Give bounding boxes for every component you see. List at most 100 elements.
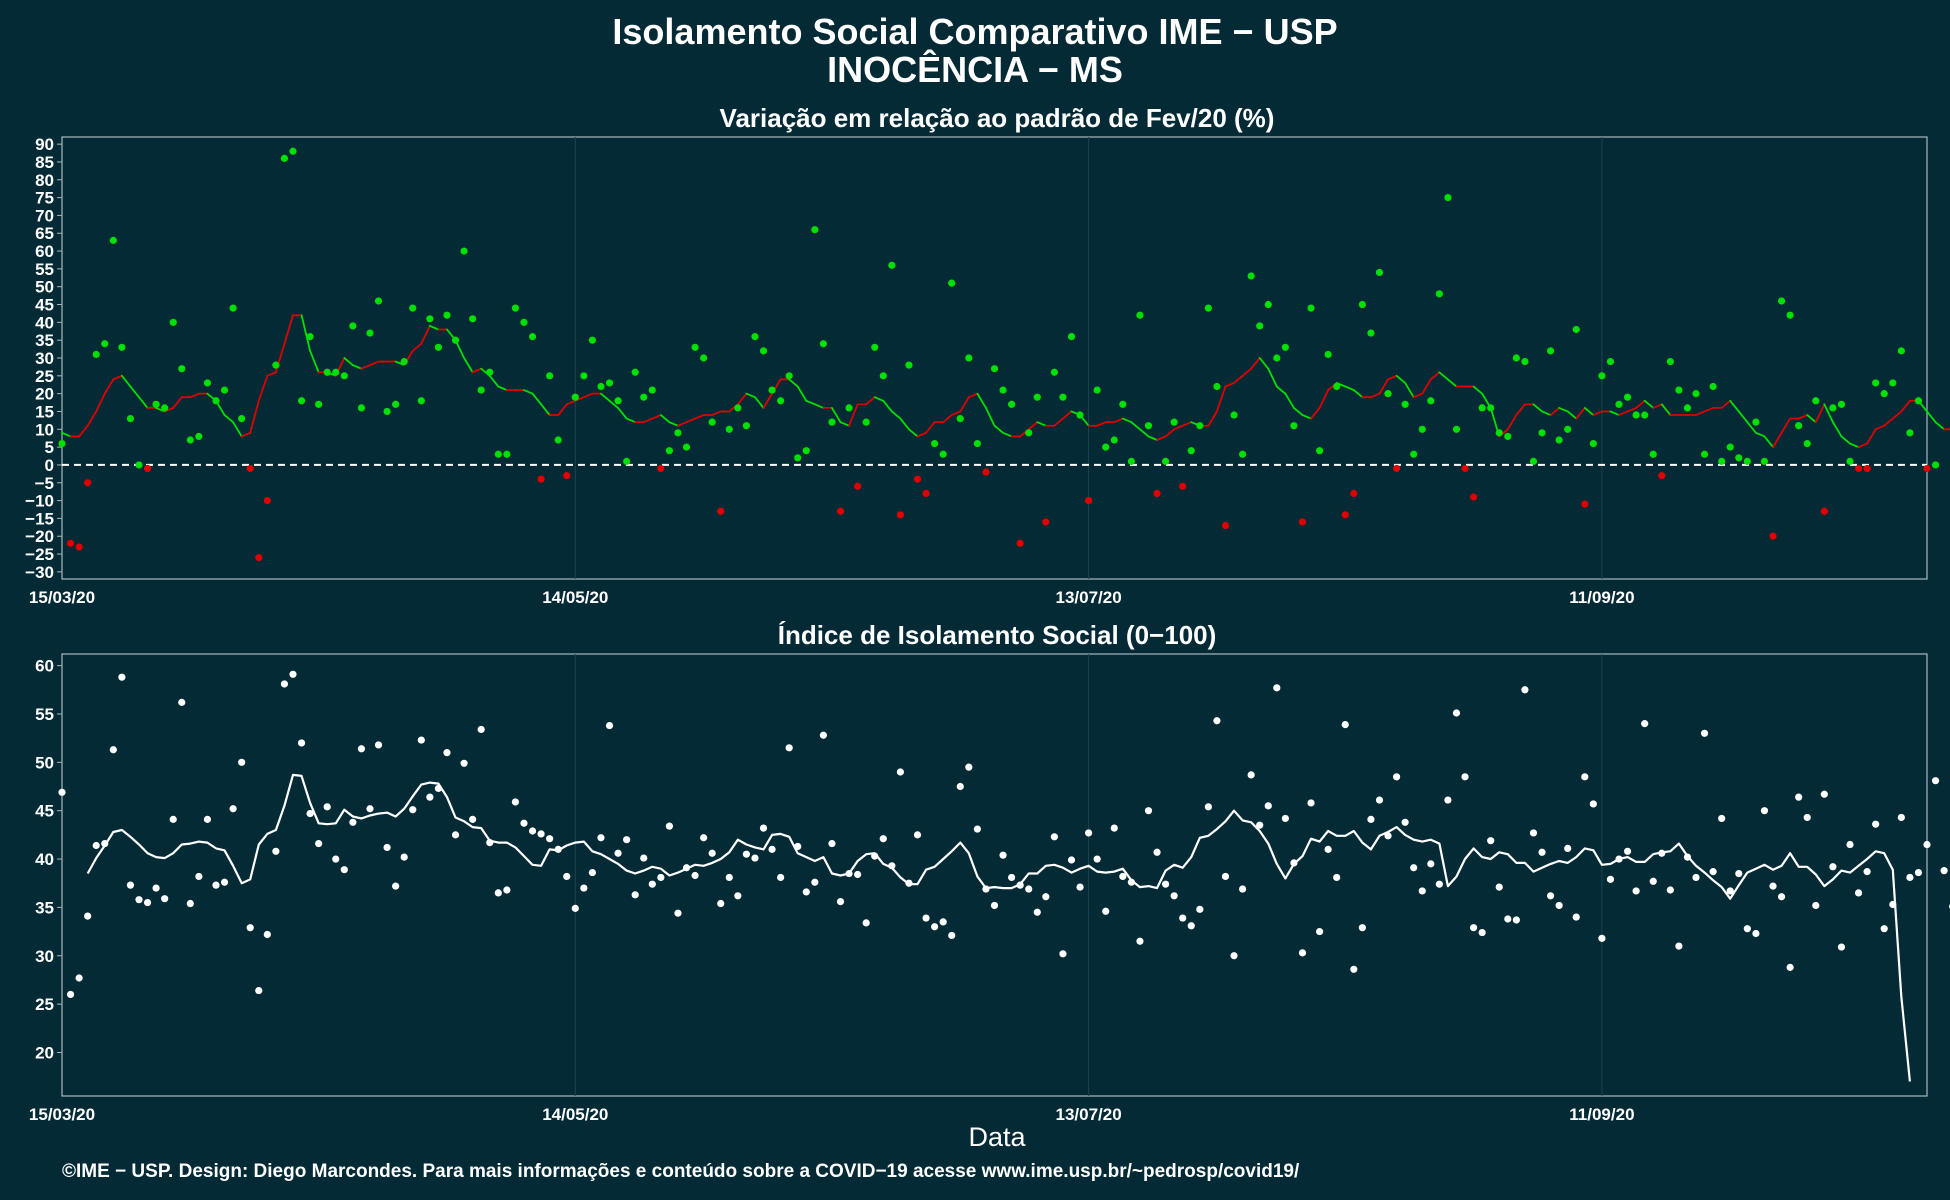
variation-data-point [289, 147, 297, 155]
index-data-point [1931, 777, 1940, 785]
variation-y-tick-label: 0 [45, 456, 54, 475]
variation-data-point [665, 447, 674, 455]
variation-data-point [1162, 457, 1170, 465]
variation-data-point [1752, 418, 1760, 426]
variation-moving-average-segment [1275, 385, 1287, 395]
variation-moving-average-segment [1506, 414, 1518, 431]
variation-data-point [1512, 354, 1520, 362]
variation-data-point [605, 379, 614, 387]
variation-data-point [1786, 311, 1794, 319]
index-data-point [657, 873, 665, 882]
variation-data-point [1897, 347, 1905, 355]
index-data-point [1085, 829, 1093, 837]
variation-moving-average-segment [831, 407, 842, 424]
variation-data-point [1709, 382, 1717, 391]
variation-data-point [212, 397, 220, 405]
index-data-point [1658, 849, 1666, 857]
variation-x-tick-label: 14/05/20 [542, 588, 608, 607]
variation-data-point [896, 511, 904, 519]
variation-data-point [126, 414, 135, 423]
index-data-point [323, 803, 331, 811]
index-data-point [238, 758, 246, 766]
index-x-tick-label: 14/05/20 [542, 1105, 608, 1124]
variation-data-point [1264, 300, 1272, 309]
variation-data-point [691, 343, 699, 351]
index-data-point [674, 909, 682, 917]
index-data-point [1033, 908, 1041, 916]
variation-moving-average-segment [1293, 407, 1304, 416]
index-data-point [742, 850, 751, 858]
variation-moving-average-segment [1027, 421, 1039, 431]
variation-data-point [725, 425, 733, 433]
variation-data-point [1008, 400, 1016, 408]
variation-data-point [1846, 457, 1854, 465]
variation-data-point [443, 311, 451, 319]
index-data-point [1812, 901, 1820, 910]
index-data-point [1273, 684, 1281, 692]
variation-data-point [1760, 457, 1769, 465]
variation-moving-average-segment [1139, 428, 1150, 438]
index-data-point [1923, 840, 1931, 849]
index-data-point [1256, 821, 1264, 829]
index-data-point [1401, 818, 1409, 826]
index-data-point [580, 884, 588, 892]
variation-data-point [682, 443, 691, 451]
index-data-point [520, 819, 528, 827]
index-data-point [1008, 873, 1016, 882]
variation-moving-average-segment [257, 374, 269, 402]
index-data-point [588, 868, 597, 877]
variation-data-point [92, 350, 100, 359]
index-y-tick-label: 35 [35, 898, 54, 917]
index-data-point [1606, 875, 1615, 883]
variation-moving-average-segment [976, 392, 987, 409]
variation-moving-average-segment [865, 396, 876, 406]
variation-moving-average-segment [1797, 414, 1809, 420]
variation-data-point [460, 247, 468, 255]
variation-moving-average-segment [959, 396, 970, 413]
variation-moving-average-segment [1532, 403, 1543, 413]
index-data-point [1410, 864, 1418, 872]
variation-data-point [1307, 304, 1315, 312]
index-data-point [1555, 901, 1563, 910]
variation-moving-average-segment [642, 417, 654, 424]
variation-x-tick-label: 13/07/20 [1056, 588, 1122, 607]
variation-data-point [1410, 450, 1418, 458]
variation-moving-average-segment [1147, 435, 1158, 441]
index-data-point [948, 931, 956, 940]
index-data-point [503, 886, 511, 894]
index-data-point [1367, 815, 1375, 823]
index-data-point [272, 847, 280, 855]
index-data-point [888, 862, 896, 870]
index-data-point [374, 741, 383, 749]
index-data-point [1307, 799, 1315, 807]
variation-moving-average-segment [925, 421, 936, 434]
index-data-point [101, 839, 109, 848]
index-data-point [1709, 868, 1717, 876]
variation-y-tick-label: 30 [35, 349, 54, 368]
variation-y-tick-label: 25 [35, 367, 54, 386]
variation-data-point [1110, 436, 1118, 444]
index-data-point [1837, 943, 1846, 951]
variation-moving-average-segment [1652, 403, 1663, 409]
index-y-tick-label: 55 [35, 705, 54, 724]
variation-moving-average-segment [1643, 399, 1655, 409]
index-data-point [1546, 892, 1555, 900]
index-data-point [665, 822, 674, 830]
variation-data-point [109, 236, 117, 244]
index-data-point [1726, 887, 1734, 895]
index-data-point [178, 698, 186, 706]
variation-moving-average-segment [668, 421, 679, 427]
variation-data-point [178, 365, 186, 373]
variation-data-point [323, 368, 331, 376]
variation-moving-average-segment [240, 431, 252, 438]
variation-data-point [734, 404, 742, 412]
variation-moving-average-segment [86, 410, 98, 427]
variation-data-point [152, 400, 160, 408]
variation-data-point [66, 539, 75, 547]
variation-data-point [1589, 439, 1597, 448]
variation-data-point [1726, 443, 1734, 451]
variation-data-point [1367, 329, 1375, 337]
index-data-point [1495, 883, 1503, 891]
index-data-point [785, 744, 793, 752]
index-data-point [1718, 814, 1726, 823]
